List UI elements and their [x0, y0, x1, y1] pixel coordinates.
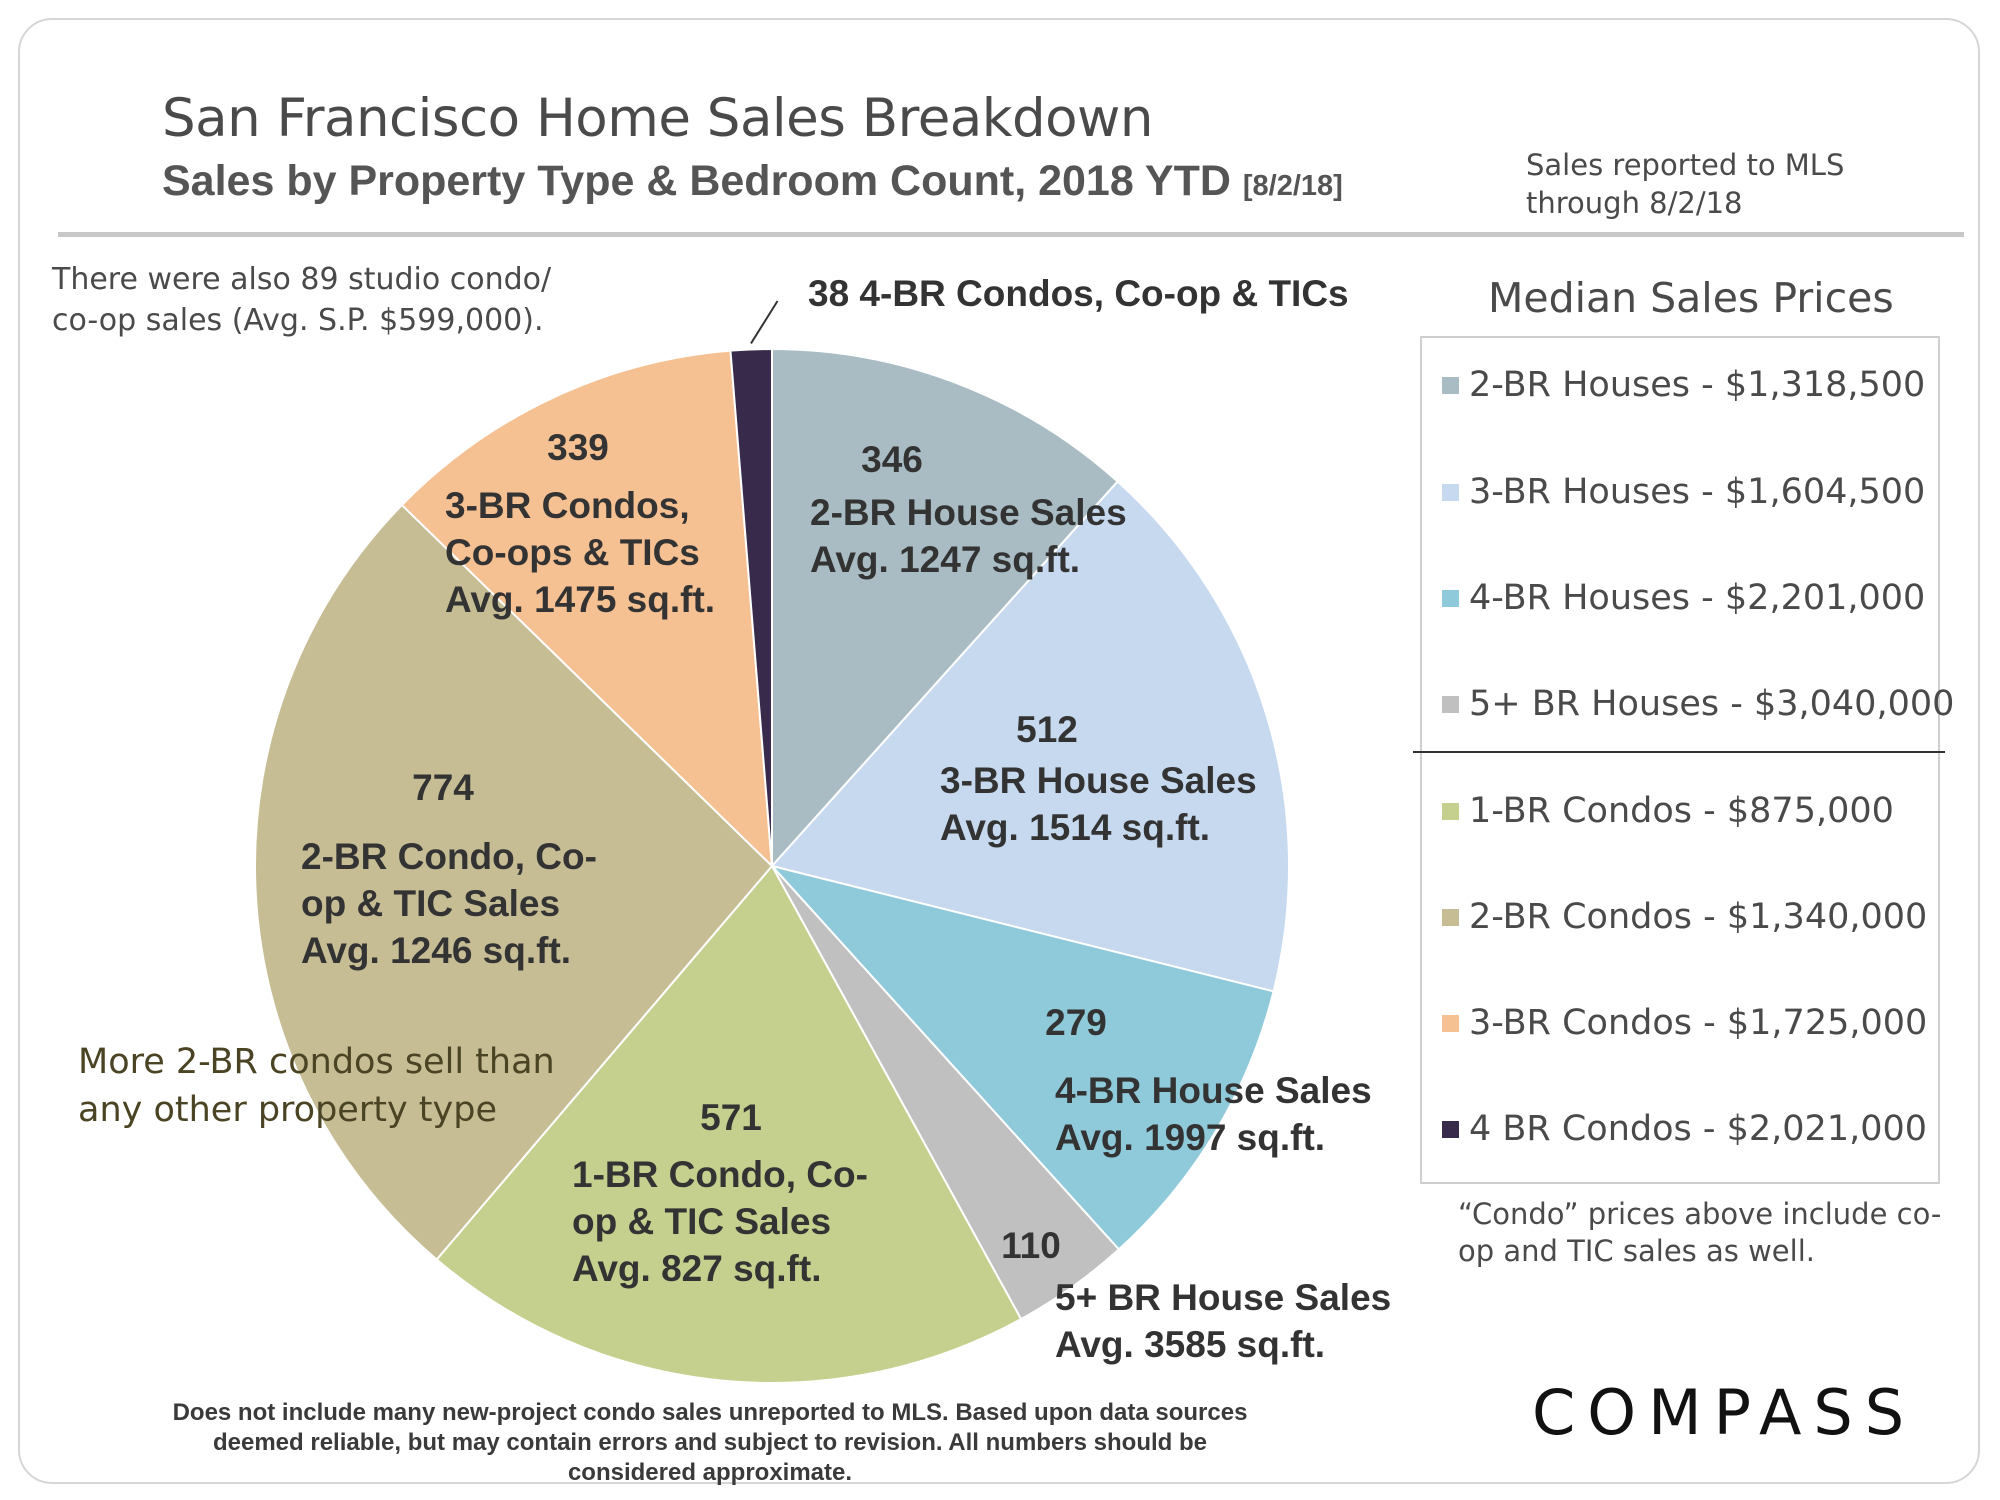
- legend-item: 3-BR Condos - $1,725,000: [1442, 1003, 1927, 1043]
- disclaimer-footnote: Does not include many new-project condo …: [172, 1399, 1248, 1486]
- slice-description-label: Avg. 1997 sq.ft.: [1055, 1117, 1325, 1158]
- legend-label: 4 BR Condos - $2,021,000: [1469, 1109, 1928, 1149]
- pie-slice-4: [435, 864, 1023, 1384]
- legend-label: 2-BR Condos - $1,340,000: [1469, 897, 1928, 937]
- slice-count-label: 279: [1045, 1002, 1107, 1043]
- legend-swatch: [1442, 695, 1459, 713]
- two-br-condo-note: More 2-BR condos sell than any other pro…: [78, 1042, 555, 1130]
- legend-item: 2-BR Houses - $1,318,500: [1442, 365, 1925, 405]
- slice-description-label: 1-BR Condo, Co-: [572, 1154, 868, 1195]
- legend-item: 4 BR Condos - $2,021,000: [1442, 1109, 1927, 1149]
- legend-swatch: [1442, 376, 1459, 394]
- slice-count-label: 571: [700, 1097, 762, 1138]
- slice-count-label: 339: [547, 427, 609, 468]
- pie-slice-6: [400, 349, 774, 869]
- pie-slice-2: [769, 864, 1275, 1251]
- legend-item: 4-BR Houses - $2,201,000: [1442, 578, 1925, 618]
- legend-box: [1420, 336, 1940, 1184]
- legend-swatch: [1442, 483, 1459, 501]
- slice-description-label: Avg. 1247 sq.ft.: [810, 539, 1080, 580]
- slice-description-label: 3-BR House Sales: [940, 760, 1257, 801]
- slice-count-label: 346: [861, 439, 923, 480]
- studio-sales-note: There were also 89 studio condo/ co-op s…: [52, 262, 552, 338]
- slice-description-label: Avg. 827 sq.ft.: [572, 1248, 821, 1289]
- legend-item: 3-BR Houses - $1,604,500: [1442, 472, 1925, 512]
- compass-logo: COMPASS: [1532, 1376, 1917, 1449]
- pie-slice-1: [770, 480, 1290, 993]
- legend-divider: [1413, 751, 1945, 753]
- slice-description-label: 38 4-BR Condos, Co-op & TICs: [808, 273, 1349, 314]
- pie-slice-7: [729, 347, 773, 867]
- legend-label: 4-BR Houses - $2,201,000: [1469, 578, 1926, 618]
- legend-label: 5+ BR Houses - $3,040,000: [1469, 684, 1955, 724]
- header-divider: [58, 232, 1964, 237]
- slice-count-label: 774: [412, 767, 474, 808]
- chart-title: San Francisco Home Sales Breakdown: [162, 88, 1153, 149]
- legend-item: 5+ BR Houses - $3,040,000: [1442, 684, 1954, 724]
- legend-label: 3-BR Condos - $1,725,000: [1469, 1003, 1928, 1043]
- pie-slice-0: [771, 347, 1120, 869]
- slice-description-label: Avg. 1475 sq.ft.: [445, 579, 715, 620]
- legend-label: 3-BR Houses - $1,604,500: [1469, 472, 1926, 512]
- slice-description-label: Co-ops & TICs: [445, 532, 700, 573]
- legend-title: Median Sales Prices: [1488, 274, 1894, 322]
- pie-slice-5: [254, 503, 774, 1261]
- legend-swatch: [1442, 908, 1459, 926]
- leader-line: [750, 300, 779, 344]
- subtitle-date: [8/2/18]: [1242, 170, 1343, 202]
- slice-description-label: Avg. 3585 sq.ft.: [1055, 1324, 1325, 1365]
- slice-count-label: 110: [1001, 1225, 1061, 1266]
- condo-price-note: “Condo” prices above include co- op and …: [1458, 1197, 1942, 1268]
- slice-description-label: Avg. 1246 sq.ft.: [301, 930, 571, 971]
- legend-swatch: [1442, 1120, 1459, 1138]
- mls-report-note: Sales reported to MLS through 8/2/18: [1526, 148, 1845, 220]
- slice-description-label: op & TIC Sales: [572, 1201, 831, 1242]
- slice-description-label: op & TIC Sales: [301, 883, 560, 924]
- slice-count-label: 512: [1016, 709, 1078, 750]
- chart-subtitle: Sales by Property Type & Bedroom Count, …: [162, 157, 1343, 206]
- slice-description-label: 2-BR Condo, Co-: [301, 836, 597, 877]
- slice-description-label: 5+ BR House Sales: [1055, 1277, 1391, 1318]
- legend-label: 1-BR Condos - $875,000: [1469, 791, 1894, 831]
- legend-swatch: [1442, 589, 1459, 607]
- subtitle-text: Sales by Property Type & Bedroom Count, …: [162, 157, 1231, 205]
- legend-swatch: [1442, 1014, 1459, 1032]
- legend-swatch: [1442, 802, 1459, 820]
- legend-label: 2-BR Houses - $1,318,500: [1469, 365, 1926, 405]
- legend-item: 1-BR Condos - $875,000: [1442, 791, 1894, 831]
- slice-description-label: 2-BR House Sales: [810, 492, 1127, 533]
- slice-description-label: 4-BR House Sales: [1055, 1070, 1372, 1111]
- legend-item: 2-BR Condos - $1,340,000: [1442, 897, 1927, 937]
- slice-description-label: 3-BR Condos,: [445, 485, 690, 526]
- slice-description-label: Avg. 1514 sq.ft.: [940, 807, 1210, 848]
